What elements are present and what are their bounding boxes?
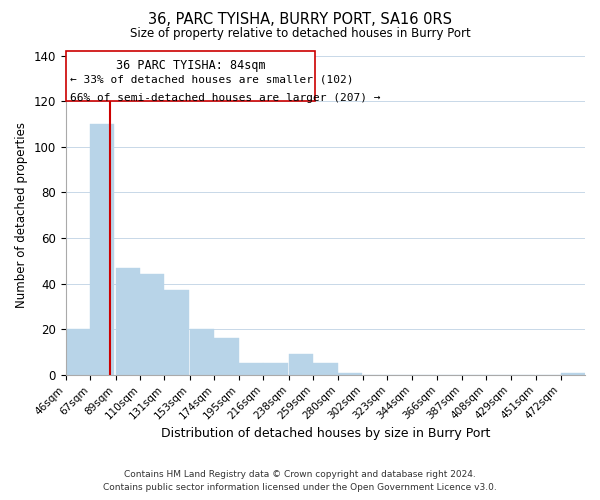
Bar <box>338 372 362 375</box>
Text: 66% of semi-detached houses are larger (207) →: 66% of semi-detached houses are larger (… <box>70 93 381 103</box>
Bar <box>90 124 115 375</box>
Bar <box>65 51 316 101</box>
Text: 36 PARC TYISHA: 84sqm: 36 PARC TYISHA: 84sqm <box>116 59 265 72</box>
Text: Size of property relative to detached houses in Burry Port: Size of property relative to detached ho… <box>130 28 470 40</box>
Bar <box>239 364 263 375</box>
Bar <box>313 364 338 375</box>
Y-axis label: Number of detached properties: Number of detached properties <box>15 122 28 308</box>
Text: 36, PARC TYISHA, BURRY PORT, SA16 0RS: 36, PARC TYISHA, BURRY PORT, SA16 0RS <box>148 12 452 28</box>
Bar <box>289 354 313 375</box>
Bar <box>214 338 239 375</box>
Text: Contains HM Land Registry data © Crown copyright and database right 2024.
Contai: Contains HM Land Registry data © Crown c… <box>103 470 497 492</box>
Bar <box>140 274 164 375</box>
Bar <box>190 329 214 375</box>
X-axis label: Distribution of detached houses by size in Burry Port: Distribution of detached houses by size … <box>161 427 490 440</box>
Bar <box>65 329 90 375</box>
Bar <box>116 268 140 375</box>
Bar <box>164 290 189 375</box>
Bar <box>263 364 287 375</box>
Text: ← 33% of detached houses are smaller (102): ← 33% of detached houses are smaller (10… <box>70 75 354 85</box>
Bar <box>560 372 585 375</box>
